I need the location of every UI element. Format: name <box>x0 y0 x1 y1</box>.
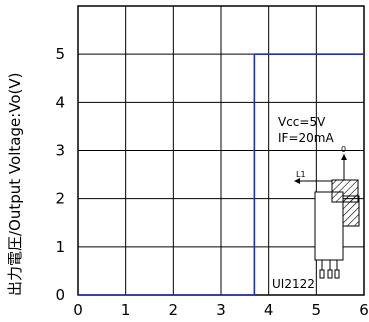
y-tick-label: 5 <box>55 45 65 63</box>
lead-tip-3 <box>334 269 340 279</box>
part-number: UI2122 <box>272 277 315 291</box>
lead-tip-1 <box>319 269 325 279</box>
x-tick-label: 3 <box>216 301 226 319</box>
y-axis-label: 出力電圧/Output Voltage:Vo(V) <box>6 73 24 296</box>
x-tick-label: 2 <box>169 301 179 319</box>
series-line-0 <box>78 53 364 296</box>
y-tick-label: 4 <box>55 93 65 111</box>
x-tick-label: 1 <box>121 301 131 319</box>
if-annotation: IF=20mA <box>278 131 334 145</box>
x-tick-label: 4 <box>264 301 274 319</box>
y-tick-labels: 0 1 2 3 4 5 <box>55 45 65 304</box>
x-tick-label: 0 <box>73 301 83 319</box>
vcc-annotation: Vcc=5V <box>278 115 326 129</box>
l1-arrow-head <box>294 178 300 184</box>
series-group <box>78 53 364 296</box>
sensor-body <box>314 191 344 261</box>
o-label: 0 <box>341 145 346 154</box>
shutter-plate <box>331 179 359 203</box>
y-tick-label: 3 <box>55 142 65 160</box>
l1-label: L1 <box>296 170 306 179</box>
lead-tip-2 <box>327 269 333 279</box>
x-tick-label: 5 <box>312 301 322 319</box>
y-tick-label: 1 <box>55 238 65 256</box>
o-arrow-head <box>341 154 347 160</box>
x-tick-label: 6 <box>359 301 369 319</box>
y-tick-label: 2 <box>55 190 65 208</box>
sensor-diagram: L1 0 <box>294 145 360 279</box>
y-tick-label: 0 <box>55 286 65 304</box>
x-tick-labels: 0 1 2 3 4 5 6 <box>73 301 369 319</box>
